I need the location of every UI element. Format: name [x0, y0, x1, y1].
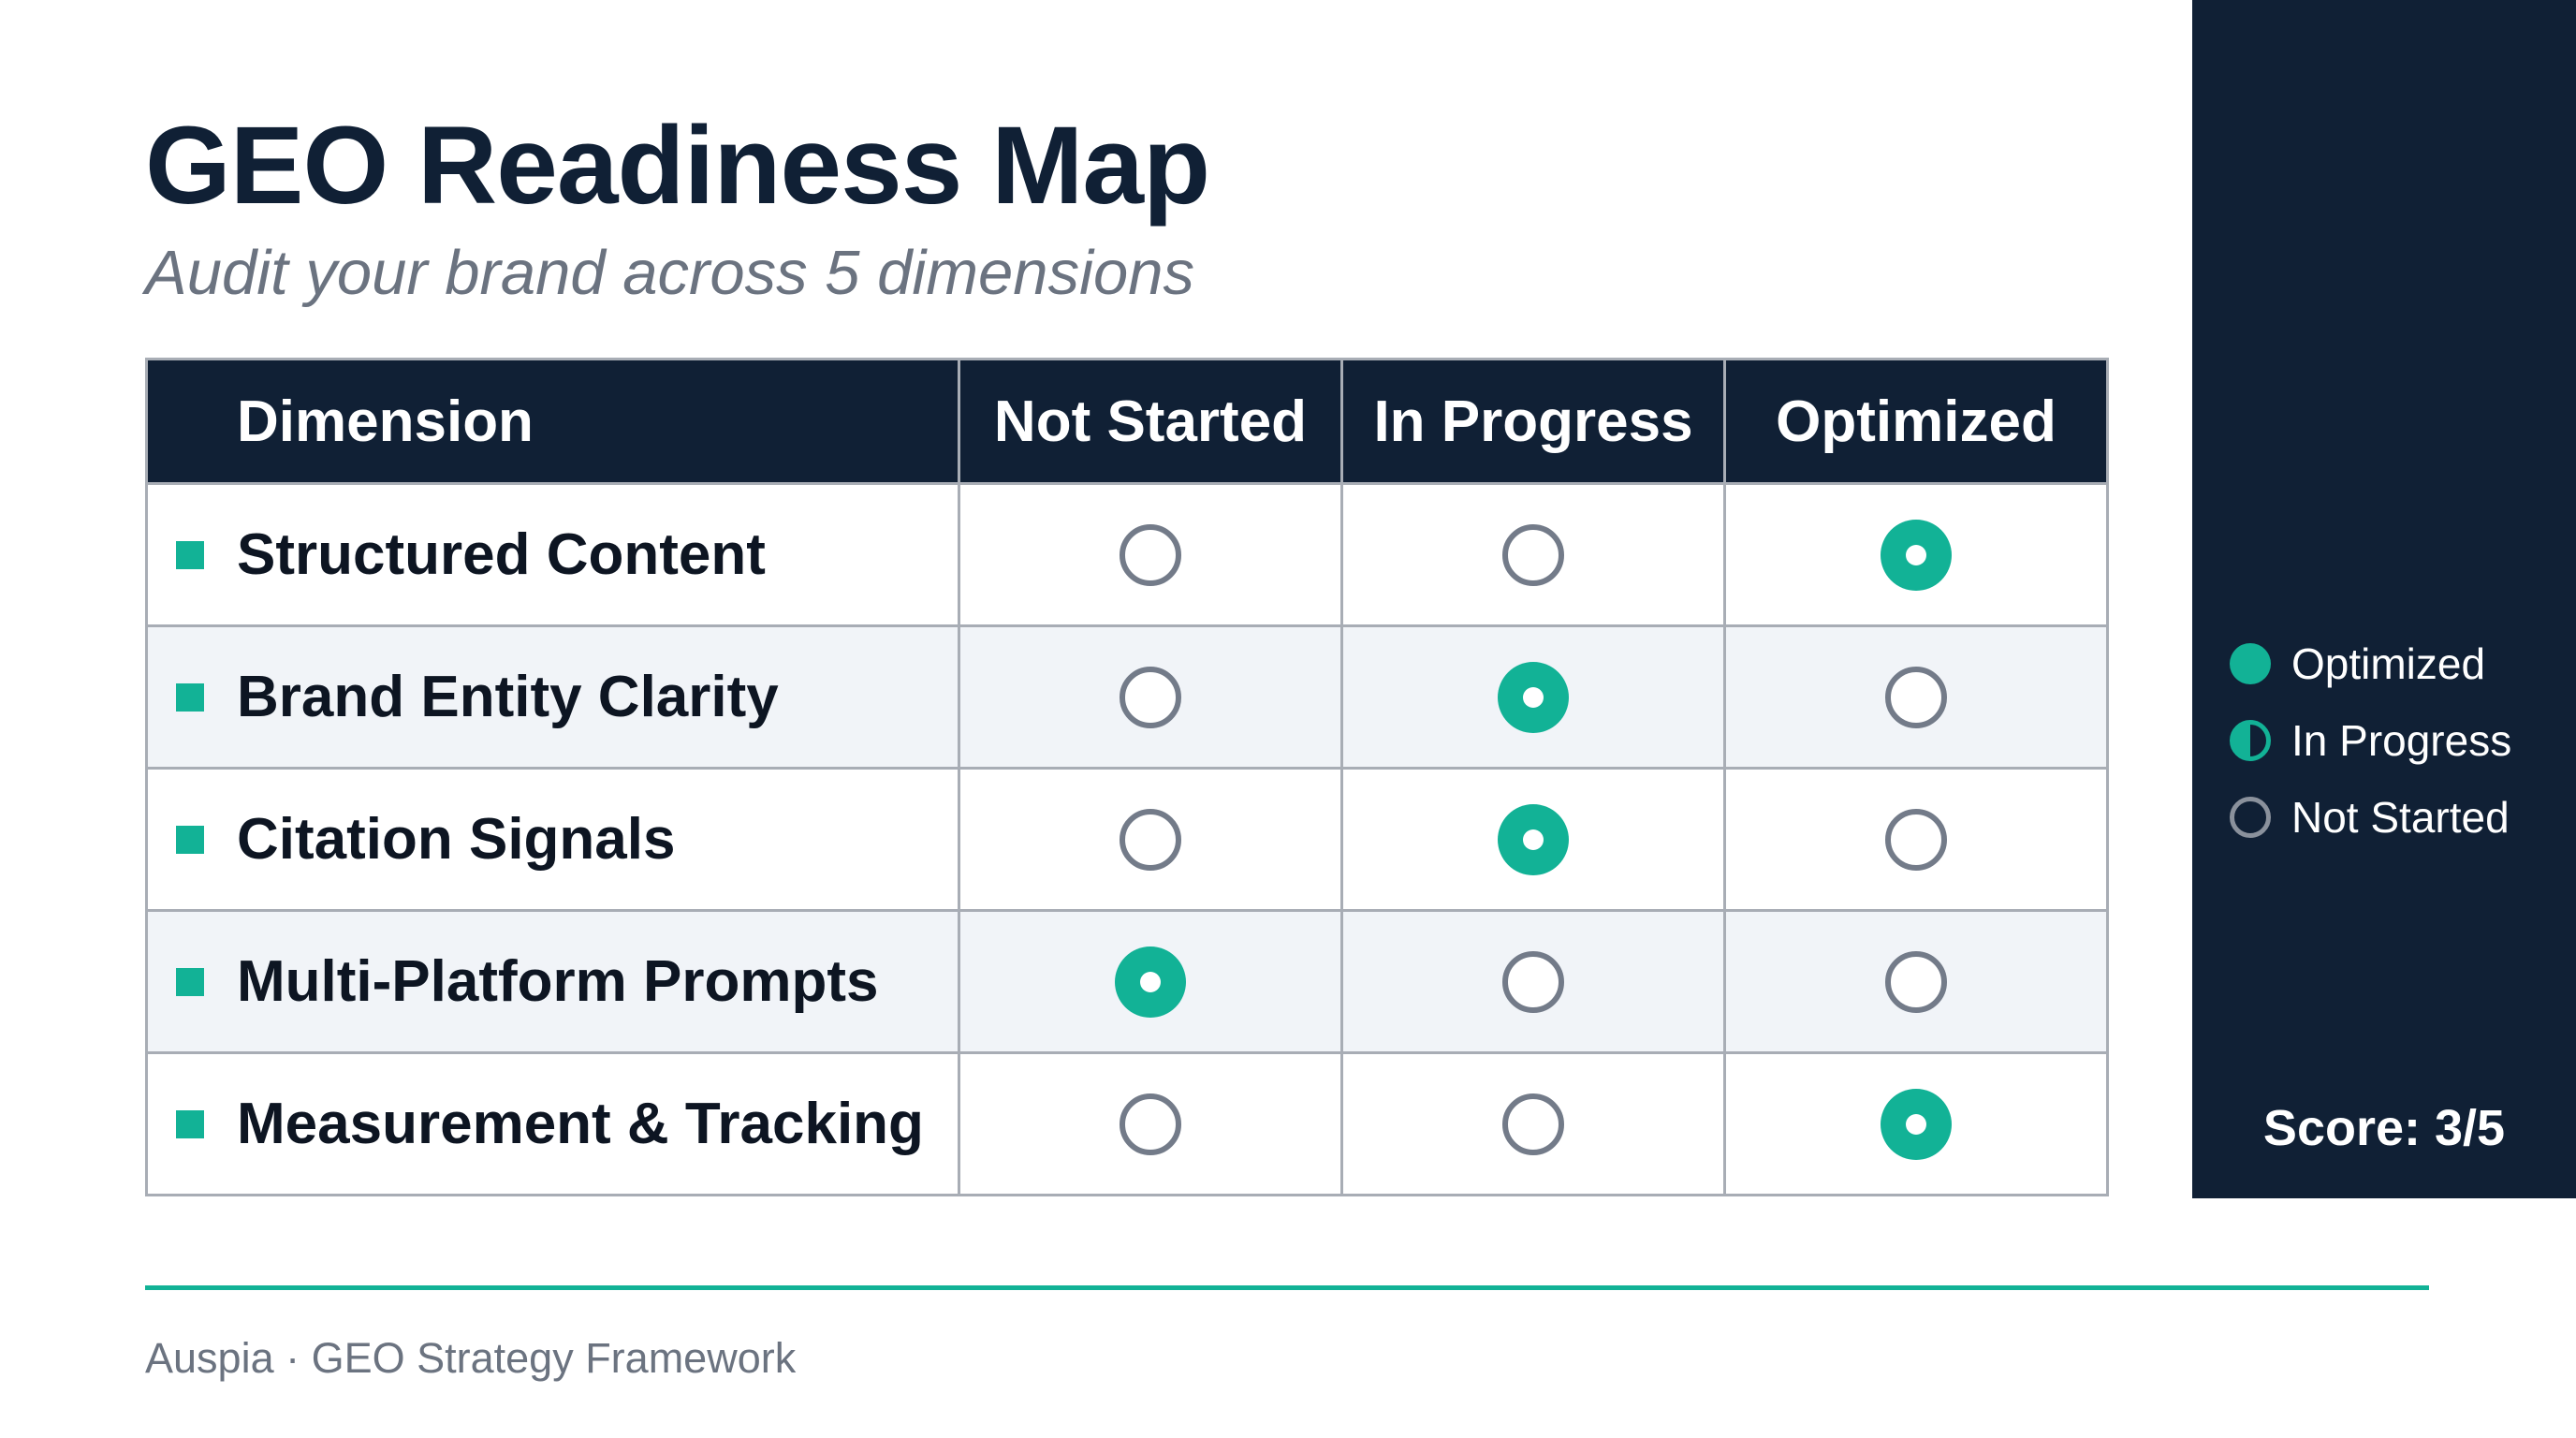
dimension-wrap: Brand Entity Clarity [148, 668, 958, 726]
radio-selected-icon [1498, 661, 1569, 733]
legend-label: Not Started [2291, 793, 2510, 842]
footer-divider [145, 1285, 2429, 1290]
dimension-cell: Multi-Platform Prompts [145, 909, 960, 1054]
dimension-label: Brand Entity Clarity [237, 664, 779, 729]
legend-item-in-progress: In Progress [2230, 702, 2511, 779]
legend-item-not-started: Not Started [2230, 779, 2511, 856]
radio-empty-icon [1120, 666, 1181, 728]
radio-empty-icon [1885, 808, 1947, 871]
dimension-label: Measurement & Tracking [237, 1091, 924, 1156]
dimension-cell: Citation Signals [145, 767, 960, 912]
dimension-label: Multi-Platform Prompts [237, 948, 879, 1014]
dimension-cell: Brand Entity Clarity [145, 624, 960, 770]
status-cell-not-started [958, 767, 1343, 912]
table-header-row: Dimension Not Started In Progress Optimi… [145, 358, 2109, 485]
status-cell-optimized [1723, 1051, 2109, 1196]
status-cell-not-started [958, 624, 1343, 770]
table-body: Structured Content Brand Entity Clarity Ci… [145, 482, 2109, 1196]
table-row: Citation Signals [145, 767, 2109, 912]
table-row: Measurement & Tracking [145, 1051, 2109, 1196]
status-cell-optimized [1723, 909, 2109, 1054]
radio-empty-icon [1120, 808, 1181, 871]
status-cell-optimized [1723, 767, 2109, 912]
square-bullet-icon [176, 540, 204, 569]
dimension-cell: Structured Content [145, 482, 960, 627]
footer-text: Auspia · GEO Strategy Framework [145, 1334, 797, 1382]
legend-item-optimized: Optimized [2230, 625, 2511, 702]
radio-empty-icon [1885, 666, 1947, 728]
column-header-in-progress: In Progress [1340, 358, 1726, 485]
readiness-table: Dimension Not Started In Progress Optimi… [145, 358, 2109, 1196]
dimension-wrap: Citation Signals [148, 806, 958, 872]
status-cell-in-progress [1340, 909, 1726, 1054]
score-label: Score: 3/5 [2262, 1100, 2506, 1156]
radio-selected-icon [1881, 1088, 1952, 1160]
page-title: GEO Readiness Map [145, 104, 1210, 227]
dimension-label: Structured Content [237, 521, 766, 587]
empty-circle-icon [2230, 797, 2271, 838]
side-panel: Optimized In Progress Not Started Score:… [2192, 0, 2576, 1198]
status-cell-in-progress [1340, 482, 1726, 627]
radio-selected-icon [1881, 519, 1952, 591]
table-row: Multi-Platform Prompts [145, 909, 2109, 1054]
page-subtitle: Audit your brand across 5 dimensions [145, 238, 1194, 308]
filled-circle-icon [2230, 643, 2271, 684]
status-cell-not-started [958, 909, 1343, 1054]
radio-empty-icon [1885, 950, 1947, 1013]
half-filled-circle-icon [2230, 720, 2271, 761]
status-cell-in-progress [1340, 624, 1726, 770]
dimension-wrap: Multi-Platform Prompts [148, 948, 958, 1014]
dimension-label: Citation Signals [237, 806, 676, 872]
radio-selected-icon [1498, 803, 1569, 875]
status-cell-not-started [958, 1051, 1343, 1196]
table-row: Brand Entity Clarity [145, 624, 2109, 770]
dimension-wrap: Measurement & Tracking [148, 1091, 958, 1156]
radio-selected-icon [1115, 946, 1186, 1018]
legend: Optimized In Progress Not Started [2230, 625, 2511, 856]
radio-empty-icon [1502, 1093, 1564, 1155]
status-cell-optimized [1723, 624, 2109, 770]
status-cell-optimized [1723, 482, 2109, 627]
dimension-cell: Measurement & Tracking [145, 1051, 960, 1196]
radio-empty-icon [1120, 523, 1181, 586]
radio-empty-icon [1502, 523, 1564, 586]
dimension-wrap: Structured Content [148, 521, 958, 587]
square-bullet-icon [176, 825, 204, 854]
square-bullet-icon [176, 967, 204, 996]
square-bullet-icon [176, 1109, 204, 1138]
column-header-not-started: Not Started [958, 358, 1343, 485]
status-cell-in-progress [1340, 767, 1726, 912]
radio-empty-icon [1502, 950, 1564, 1013]
legend-label: Optimized [2291, 639, 2486, 688]
column-header-optimized: Optimized [1723, 358, 2109, 485]
square-bullet-icon [176, 682, 204, 712]
legend-label: In Progress [2291, 716, 2512, 765]
status-cell-in-progress [1340, 1051, 1726, 1196]
column-header-dimension: Dimension [145, 358, 960, 485]
table-row: Structured Content [145, 482, 2109, 627]
status-cell-not-started [958, 482, 1343, 627]
radio-empty-icon [1120, 1093, 1181, 1155]
